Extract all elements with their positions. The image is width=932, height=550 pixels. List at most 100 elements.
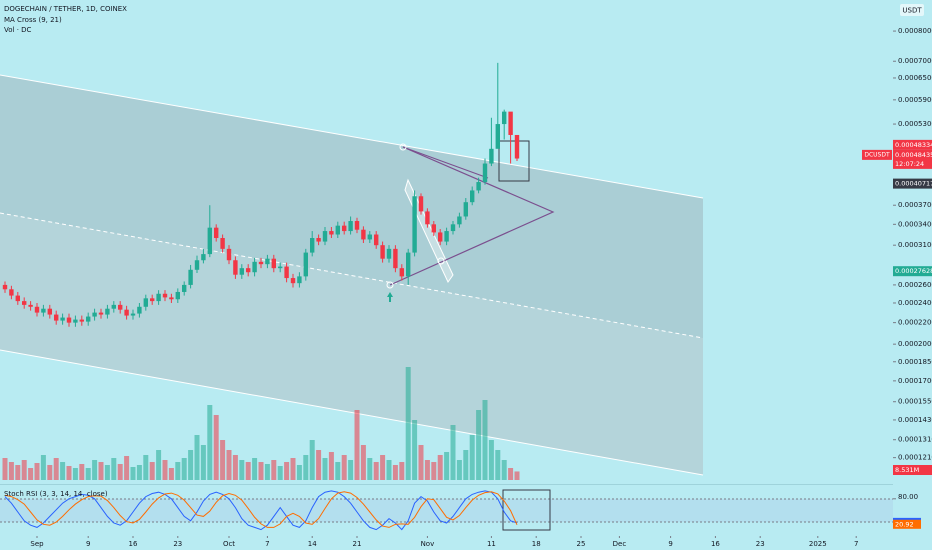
candle-body [41,308,46,313]
channel-mid [0,212,704,339]
candle-body [399,268,404,277]
volume-bar [162,460,168,480]
volume-bar [117,464,123,480]
candle-body [271,258,276,269]
price-tag-label: 0.00048334 [895,141,932,149]
candle-body [348,221,353,232]
volume-bar [53,458,59,480]
candle-body [310,238,315,253]
candle-body [175,291,180,300]
volume-bar [79,464,85,480]
candle-body [201,254,206,261]
candle-body [137,306,142,314]
volume-bar [21,460,27,480]
candle-body [303,252,308,277]
countdown: 12:07:24 [895,160,924,168]
volume-bar [66,466,72,480]
highlight-box [498,140,530,182]
volume-bar [200,445,206,480]
candle-body [329,231,334,235]
volume-bar [181,458,187,480]
x-tick-label: 2025 [809,540,827,548]
volume-bar [8,462,14,480]
volume-bar [284,462,290,480]
candle-body [457,216,462,225]
volume-bar [143,455,149,480]
candle-body [220,238,225,249]
volume-bar [392,465,398,480]
volume-tag-label: 8.531M [895,466,919,474]
y-tick-label: 0.00080000 [898,27,932,35]
candle-body [156,293,161,302]
volume-bar [232,455,238,480]
volume-tag [893,465,932,475]
candle-body [233,260,238,275]
candle-body [290,278,296,284]
candle-body [143,298,148,307]
pane-divider [0,484,893,485]
volume-bar [316,450,322,480]
volume-bar [405,367,411,480]
volume-bar [207,405,213,480]
channel-bottom [0,349,704,476]
candle-body [150,298,155,302]
candle-body [418,196,424,212]
y-tick-label: 0.00037000 [898,201,932,209]
x-tick-label: 18 [532,540,541,548]
candle-body [316,238,321,242]
x-tick-label: 23 [173,540,182,548]
candle-body [354,221,360,230]
anchor [386,281,394,289]
volume-bar [47,465,53,480]
volume-bar [136,465,142,480]
channel-top [0,74,704,199]
candle-body [374,234,379,246]
volume-bar [373,462,379,480]
volume-bar [450,425,456,480]
y-tick-label: 0.00026000 [898,281,932,289]
candle-body [194,260,200,270]
candle-body [495,124,500,149]
volume-bar [264,464,270,480]
candle-body [162,293,168,298]
candle-body [66,317,72,323]
price-tag [893,139,932,150]
symbol-label: DCUSDT [864,151,890,158]
candle-body [73,319,78,323]
y-tick-label: 0.00020000 [898,340,932,348]
volume-bar [271,460,277,480]
candle-body [406,252,411,277]
volume-bar [495,450,501,480]
volume-bar [2,458,8,480]
volume-bar [277,466,283,480]
volume-bar [437,455,443,480]
volume-bar [290,458,296,480]
volume-bar [476,410,482,480]
title: DOGECHAIN / TETHER, 1D, COINEX [4,5,127,13]
volume-bar [399,462,405,480]
x-tick-label: 16 [129,540,138,548]
volume-bar [104,465,110,480]
x-tick-label: 23 [756,540,765,548]
x-tick-label: 9 [86,540,90,548]
volume-bar [15,465,21,480]
candle-body [124,309,129,316]
stoch-line [4,491,518,528]
y-tick-label: 0.00059000 [898,96,932,104]
candle-body [284,266,289,279]
candle-body [386,248,392,259]
unit-button[interactable] [900,4,924,16]
channel-lower [0,213,703,475]
y-tick-label: 0.00017000 [898,377,932,385]
candle-body [431,224,436,233]
y-tick-label: 0.00012100 [898,454,932,462]
candle-body [393,248,398,269]
volume-bar [482,400,488,480]
candle-body [226,248,232,261]
candle-body [438,232,443,242]
candle-body [239,268,244,275]
candle-body [367,234,372,240]
volume-bar [194,435,200,480]
